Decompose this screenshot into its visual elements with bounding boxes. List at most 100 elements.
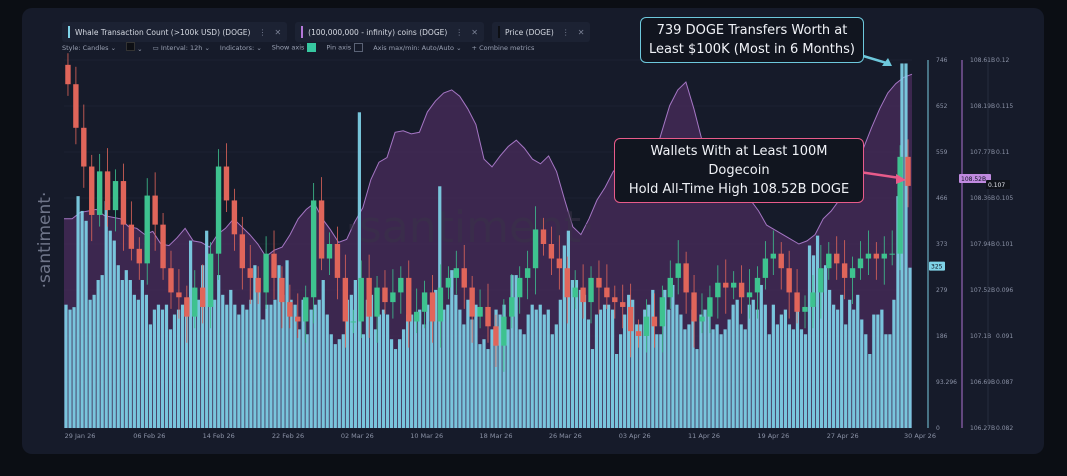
whale-callout-line2: Least $100K (Most in 6 Months) [649, 42, 855, 57]
whale-bar [490, 329, 494, 428]
candle-body [612, 297, 618, 303]
candle-body [620, 302, 626, 307]
whale-bar [442, 309, 446, 428]
y-tick-label: 0.082 [996, 425, 1013, 432]
indicators-dropdown[interactable]: Indicators: ⌄ [220, 44, 262, 52]
whale-bar [385, 314, 390, 428]
whale-bar [651, 289, 655, 428]
y-tick-label: 559 [936, 149, 948, 156]
whale-bar [695, 349, 699, 428]
whale-bar [566, 230, 570, 428]
whale-bar [289, 299, 293, 428]
more-options-icon[interactable]: ⋮ [455, 27, 464, 37]
whale-bar [703, 309, 707, 428]
candle-body [96, 171, 103, 215]
whale-bar [779, 314, 783, 428]
legend-label: Whale Transaction Count (>100k USD) (DOG… [75, 27, 251, 37]
whale-bar [538, 304, 542, 428]
whale-bar [458, 309, 462, 428]
whale-bar [144, 294, 148, 428]
whale-bar [598, 309, 603, 428]
show-axis-checkbox[interactable] [307, 43, 317, 52]
y-tick-label: 0.096 [996, 287, 1013, 294]
whale-bar [116, 265, 120, 428]
candle-body [152, 195, 158, 225]
whale-bar [683, 329, 687, 428]
whale-bar [233, 304, 237, 428]
candle-body [303, 297, 309, 322]
chevron-down-icon: ⌄ [204, 43, 210, 52]
whale-bar [635, 324, 639, 428]
holdings-callout-line1: Wallets With at Least 100M Dogecoin [650, 144, 828, 178]
legend-item-whale[interactable]: Whale Transaction Count (>100k USD) (DOG… [62, 22, 288, 42]
whale-bar [739, 324, 743, 428]
whale-bar [723, 329, 727, 428]
whale-bar [655, 334, 659, 428]
candle-body [295, 316, 301, 322]
combine-metrics-button[interactable]: + Combine metrics [472, 44, 535, 52]
whale-bar [357, 112, 361, 428]
axis-minmax-dropdown[interactable]: Axis max/min: Auto/Auto ⌄ [373, 44, 461, 52]
y-tick-label: 279 [936, 287, 948, 294]
candle-body [857, 258, 864, 269]
pin-axis-toggle[interactable]: Pin axis [326, 43, 364, 52]
candle-body [342, 277, 349, 322]
candle-body [802, 306, 808, 312]
whale-bar [546, 309, 550, 428]
x-tick-label: 02 Mar 26 [341, 432, 374, 440]
whale-bar [731, 304, 735, 428]
legend-item-price[interactable]: Price (DOGE) ⋮ ✕ [492, 22, 591, 42]
current-whale-tag-bg [929, 261, 945, 271]
whale-bar [313, 304, 317, 428]
interval-dropdown[interactable]: ▭ Interval: 12h ⌄ [153, 44, 210, 52]
whale-bar [80, 210, 84, 428]
whale-bar [719, 334, 723, 428]
whale-bar [751, 299, 755, 428]
pin-axis-checkbox[interactable] [354, 43, 364, 52]
whale-bar [896, 196, 900, 428]
candle-body [873, 253, 880, 259]
whale-bar [329, 334, 333, 428]
whale-arrowhead [882, 58, 892, 66]
whale-bar [606, 304, 611, 428]
whale-bar [156, 304, 161, 428]
whale-bar [619, 334, 623, 428]
whale-bar [325, 314, 329, 428]
candle-body [263, 253, 269, 293]
whale-bar [675, 304, 679, 428]
color-dropdown[interactable]: ⌄ [126, 42, 143, 53]
whale-bar [872, 314, 876, 428]
close-icon[interactable]: ✕ [274, 27, 282, 37]
holdings-color-swatch [301, 26, 304, 38]
whale-bar [815, 235, 820, 428]
whale-bar [152, 309, 157, 428]
close-icon[interactable]: ✕ [577, 27, 585, 37]
candle-body [128, 224, 135, 249]
whale-bar [100, 275, 104, 428]
whale-bar [414, 314, 418, 428]
candle-body [707, 297, 713, 317]
close-icon[interactable]: ✕ [471, 27, 478, 37]
holdings-callout-line2: Hold All-Time High 108.52B DOGE [628, 182, 850, 197]
whale-bar [550, 334, 554, 428]
legend-item-holdings[interactable]: (100,000,000 - infinity) coins (DOGE) ⋮ … [295, 22, 484, 42]
whale-bar [795, 294, 800, 428]
whale-bar [510, 275, 514, 428]
candle-body [176, 292, 182, 298]
whale-bar [237, 314, 241, 428]
whale-bar [209, 260, 213, 428]
more-options-icon[interactable]: ⋮ [258, 27, 267, 37]
candle-body [279, 277, 285, 303]
y-tick-label: 107.52B [970, 287, 995, 294]
more-options-icon[interactable]: ⋮ [561, 27, 570, 37]
whale-bar [241, 304, 245, 428]
whale-bar [176, 309, 181, 428]
style-dropdown[interactable]: Style: Candles ⌄ [62, 44, 116, 52]
whale-bar [763, 304, 767, 428]
whale-bar [864, 334, 868, 428]
show-axis-toggle[interactable]: Show axis [272, 43, 317, 52]
candle-body [651, 316, 658, 327]
x-tick-label: 30 Apr 26 [904, 432, 936, 440]
whale-bar [466, 299, 470, 428]
